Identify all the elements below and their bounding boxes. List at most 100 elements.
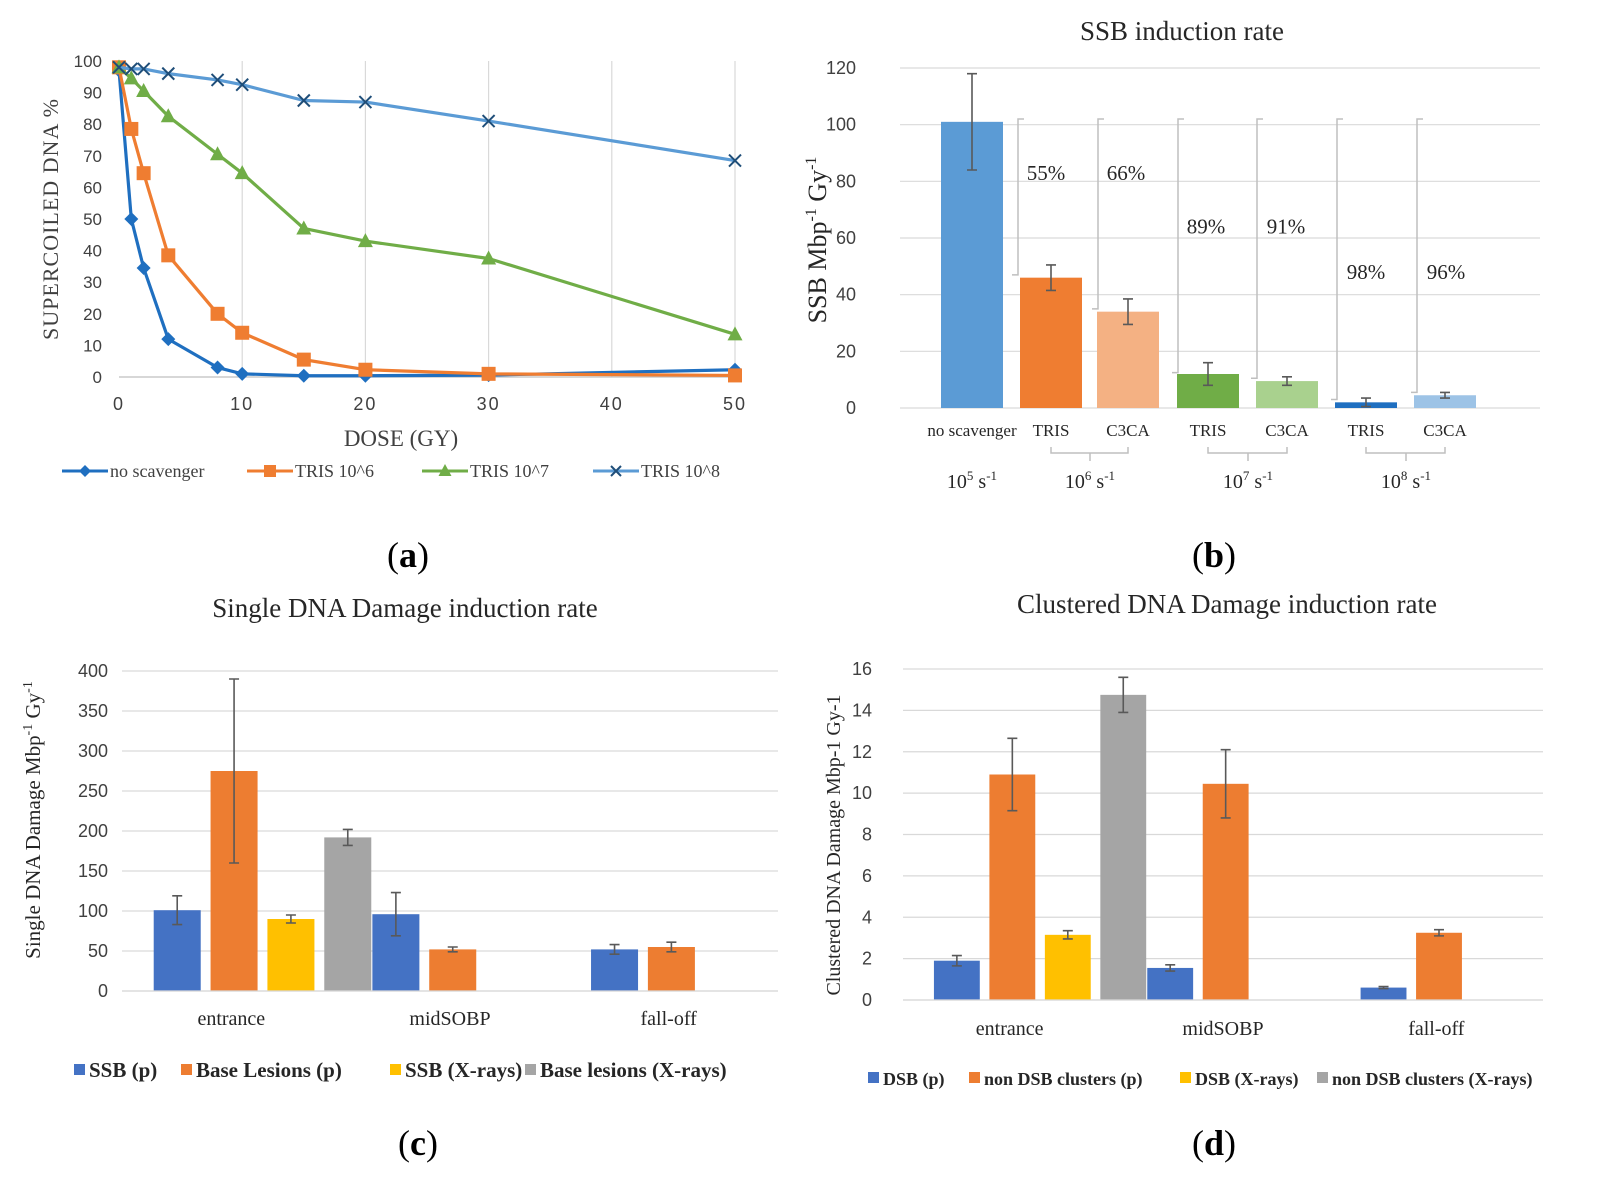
x-tick-label: 30 [477,394,501,414]
data-point [112,60,126,75]
data-point [235,325,250,340]
category-label: C3CA [1423,421,1467,440]
legend-label: SSB (p) [89,1058,157,1082]
category-label: TRIS [1348,421,1385,440]
legend-label: no scavenger [110,461,204,481]
data-point [210,146,226,161]
data-point [136,260,151,275]
data-point [234,165,250,180]
data-point [727,326,743,341]
error-bar [1046,264,1056,292]
data-point [358,95,373,109]
legend-swatch [74,1064,85,1075]
panel-label-d: (d) [1192,1123,1236,1163]
legend-label: Base lesions (X-rays) [540,1058,727,1082]
error-bar [285,914,296,924]
series-line [117,67,736,378]
error-bar [229,678,240,864]
y-tick-label: 4 [862,907,872,927]
y-tick-label: 30 [83,273,102,292]
error-bar [342,828,353,847]
y-tick-label: 90 [83,84,102,103]
y-tick-label: 12 [852,742,872,762]
y-tick-label: 100 [74,52,102,71]
y-tick-label: 100 [78,901,108,921]
data-point [136,83,152,98]
legend-swatch [525,1064,536,1075]
chart-title: Clustered DNA Damage induction rate [1017,589,1437,619]
bar [429,949,477,991]
y-tick-label: 50 [88,941,108,961]
percentage-label: 98% [1347,260,1386,284]
legend-marker [610,465,622,477]
y-tick-label: 0 [98,981,108,1001]
error-bar [1123,298,1133,326]
y-tick-label: 0 [93,368,102,387]
error-bar [1062,929,1073,940]
legend-label: non DSB clusters (X-rays) [1332,1069,1533,1090]
legend-label: DSB (X-rays) [1195,1069,1299,1090]
panel-label-b: (b) [1192,535,1236,575]
data-point [161,248,176,263]
y-tick-label: 8 [862,825,872,845]
category-label: entrance [976,1018,1044,1040]
x-axis-label: DOSE (GY) [344,426,458,451]
panel-label-c: (c) [398,1123,438,1163]
panel-c: Single DNA Damage induction rate 0 50 100 15… [21,593,778,1082]
y-tick-label: 6 [862,866,872,886]
x-tick-label: 20 [353,394,377,414]
y-tick-label: 10 [852,783,872,803]
error-bar [1007,737,1018,812]
y-tick-label: 100 [826,115,856,135]
group-bracket [1050,447,1129,461]
category-label: C3CA [1265,421,1309,440]
legend-swatch [969,1072,980,1083]
error-bar [1118,676,1129,714]
error-bar [1165,964,1176,972]
y-tick-label: 80 [83,115,102,134]
legend-swatch [1317,1072,1328,1083]
error-bar [390,891,401,937]
y-tick-label: 0 [862,990,872,1010]
y-tick-label: 300 [78,741,108,761]
y-tick-label: 200 [78,821,108,841]
legend-label: DSB (p) [883,1069,945,1090]
chart-title: Single DNA Damage induction rate [212,593,597,623]
category-label: midSOBP [409,1008,490,1030]
chart-title: SSB induction rate [1080,16,1284,46]
percentage-label: 89% [1187,215,1226,239]
bar [591,949,639,991]
data-point [235,77,249,92]
bracket [1012,118,1024,276]
y-axis-label: SUPERCOILED DNA % [38,98,63,340]
y-tick-label: 60 [836,228,856,248]
category-label: TRIS [1033,421,1070,440]
error-bar [1378,985,1389,990]
x-tick-label: 0 [113,394,125,414]
data-point [210,306,225,321]
legend-marker [79,465,91,477]
bar [1044,934,1091,1000]
bar [1097,311,1159,408]
y-axis-label: Clustered DNA Damage Mbp-1 Gy-1 [823,694,845,995]
legend-label: TRIS 10^8 [641,461,720,481]
series-line [117,70,736,378]
bar [1202,783,1249,1000]
bracket [1411,118,1423,394]
error-bar [967,72,977,171]
legend-label: Base Lesions (p) [196,1058,342,1082]
y-tick-label: 40 [83,242,102,261]
category-label: midSOBP [1182,1018,1263,1040]
y-tick-label: 80 [836,171,856,191]
legend-label: TRIS 10^6 [295,461,374,481]
data-point [136,62,151,76]
data-point [210,73,225,87]
y-tick-label: 10 [83,336,102,355]
legend-swatch [390,1064,401,1075]
data-point [728,368,742,383]
y-axis-label: SSB Mbp-1 Gy-1 [803,157,832,324]
data-point [481,366,496,381]
data-point [123,70,139,85]
bar [1020,277,1082,408]
